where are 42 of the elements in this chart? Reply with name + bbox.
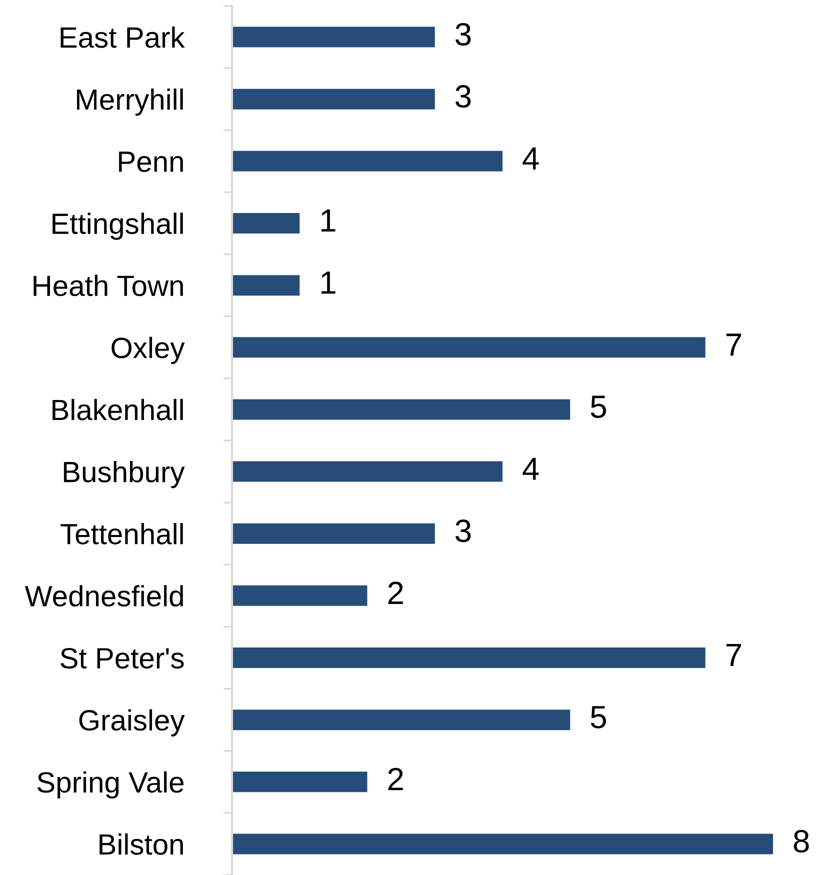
data-label: 3 [456, 22, 471, 46]
bar [232, 461, 502, 482]
bar [232, 88, 435, 110]
y-tick-label: Ettingshall [52, 212, 183, 240]
bar [232, 150, 502, 172]
bar [232, 710, 570, 730]
data-label: 7 [726, 334, 741, 356]
data-label: 1 [322, 272, 336, 294]
y-tick-label: Blakenhall [52, 398, 183, 420]
y-tick-label: Wednesfield [24, 585, 183, 607]
y-tick-label: Heath Town [34, 274, 183, 296]
data-label: 5 [590, 706, 606, 728]
data-label: 8 [794, 830, 809, 853]
data-label: 4 [522, 458, 539, 480]
bar [232, 834, 773, 854]
y-tick-label: Bushbury [64, 460, 185, 488]
data-label: 1 [322, 210, 336, 232]
y-tick-label: Penn [119, 152, 183, 172]
data-label: 7 [726, 644, 741, 666]
data-label: 4 [522, 147, 539, 170]
y-tick-label: St Peter's [60, 648, 184, 669]
data-label: 3 [456, 520, 471, 542]
bar [232, 648, 706, 668]
bar [232, 26, 435, 48]
data-label: 3 [456, 85, 471, 108]
data-label: 2 [388, 582, 403, 604]
y-tick-label: Graisley [79, 709, 185, 736]
y-tick-label: East Park [60, 26, 185, 48]
y-tick-label: Merryhill [76, 88, 183, 116]
data-label: 5 [590, 396, 606, 418]
bar [232, 523, 435, 544]
bar [232, 213, 300, 234]
bar [232, 585, 368, 606]
bar [232, 772, 368, 792]
y-tick-label: Spring Vale [37, 771, 184, 799]
y-tick-label: Oxley [112, 336, 185, 364]
bar [232, 337, 706, 358]
y-tick-label: Bilston [100, 833, 183, 855]
data-label: 2 [388, 768, 403, 790]
bar [232, 275, 300, 296]
y-tick-label: Tettenhall [60, 523, 183, 544]
bar [232, 399, 570, 420]
